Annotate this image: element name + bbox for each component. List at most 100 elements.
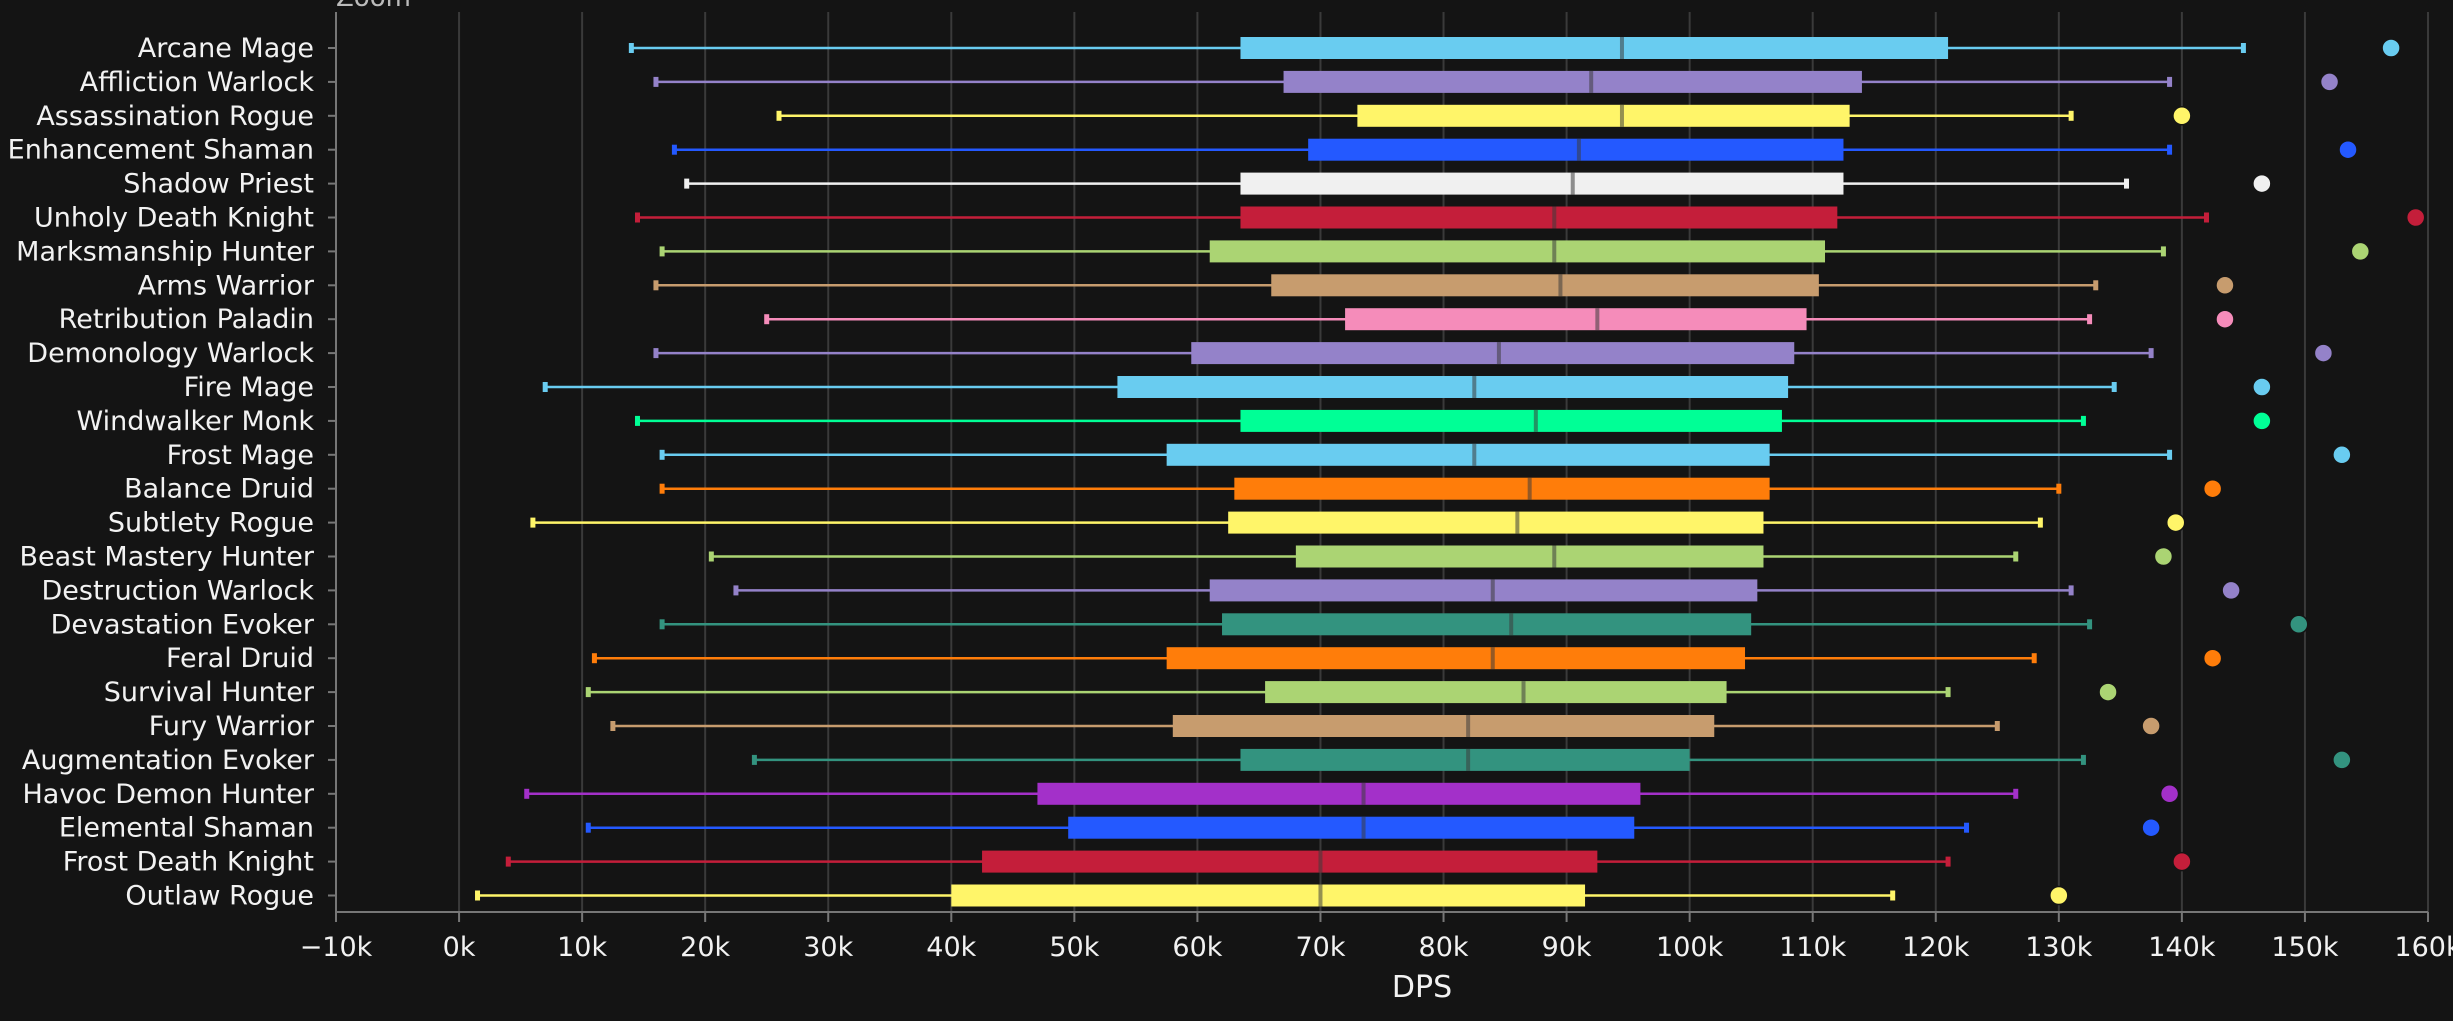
x-tick-label: 140k [2148, 932, 2216, 963]
median-mark [1576, 138, 1581, 161]
iqr-box [1166, 443, 1770, 466]
whisker-min-cap [530, 517, 536, 528]
whisker-min-cap [524, 788, 530, 799]
series-row [585, 816, 2161, 839]
top-value-dot [2141, 716, 2161, 736]
whisker-max-cap [2031, 653, 2037, 664]
series-row [542, 376, 2272, 398]
whisker-max-cap [2013, 788, 2019, 799]
median-mark [1515, 511, 1520, 534]
top-value-dot [2252, 377, 2272, 397]
whisker-min-cap [684, 178, 690, 189]
series-row [751, 748, 2352, 771]
whisker-max-cap [2068, 110, 2074, 121]
top-value-dot [2319, 72, 2340, 92]
whisker-max-cap [1890, 890, 1896, 901]
series-row [659, 613, 2309, 636]
whisker-min-cap [708, 551, 714, 562]
top-value-dot [2252, 173, 2272, 194]
median-mark [1619, 104, 1624, 127]
x-tick-label: 60k [1172, 932, 1222, 963]
iqr-box [1228, 511, 1764, 534]
whisker-min-cap [653, 76, 659, 87]
category-label: Balance Druid [124, 474, 314, 505]
x-tick-label: 40k [926, 932, 976, 963]
whisker-max-cap [2013, 551, 2019, 562]
whisker-min-cap [634, 212, 640, 223]
top-value-dot [2049, 885, 2069, 906]
top-value-dot [2153, 546, 2174, 567]
iqr-box [1265, 681, 1727, 704]
series-row [659, 240, 2371, 263]
top-value-dot [2172, 851, 2192, 872]
series-row [634, 409, 2272, 432]
whisker-min-cap [653, 348, 659, 359]
median-mark [1527, 477, 1532, 500]
whisker-max-cap [2160, 246, 2166, 257]
iqr-box [1117, 376, 1789, 398]
iqr-box [1345, 308, 1807, 331]
whisker-min-cap [659, 449, 665, 460]
category-label: Unholy Death Knight [34, 203, 314, 234]
series-row [659, 443, 2352, 466]
iqr-box [982, 850, 1598, 873]
whisker-max-cap [2056, 483, 2062, 494]
median-mark [1552, 240, 1557, 263]
top-value-dot [2313, 343, 2334, 363]
category-label: Frost Mage [167, 440, 314, 471]
series-row [659, 477, 2223, 500]
top-value-dot [2159, 784, 2180, 804]
whisker-min-cap [776, 110, 782, 121]
whisker-min-cap [628, 43, 634, 53]
whisker-max-cap [2087, 619, 2093, 630]
median-mark [1490, 579, 1495, 602]
whisker-min-cap [751, 754, 757, 765]
iqr-box [1191, 342, 1795, 365]
whisker-max-cap [2167, 144, 2173, 155]
category-label: Marksmanship Hunter [16, 236, 315, 267]
series-row [505, 850, 2192, 873]
series-row [524, 782, 2180, 805]
iqr-box [1357, 104, 1850, 127]
category-label: Survival Hunter [104, 677, 315, 708]
grid-lines [335, 12, 2429, 912]
series-row [475, 884, 2069, 907]
top-value-dot [2252, 411, 2272, 431]
x-tick-label: −10k [300, 932, 373, 963]
median-mark [1570, 172, 1575, 195]
x-tick-label: 10k [557, 932, 607, 963]
top-value-dot [2289, 614, 2309, 635]
whisker-min-cap [659, 483, 665, 494]
category-label: Elemental Shaman [59, 813, 314, 844]
iqr-box [1037, 782, 1641, 805]
median-mark [1361, 816, 1366, 839]
median-mark [1472, 443, 1477, 466]
top-value-dot [2405, 207, 2426, 228]
whisker-min-cap [671, 144, 677, 155]
series-row [634, 206, 2426, 229]
whisker-max-cap [1964, 822, 1970, 833]
whisker-max-cap [1994, 721, 2000, 731]
zoom-label[interactable]: Zoom [336, 0, 411, 13]
top-value-dot [2202, 648, 2223, 668]
median-mark [1521, 681, 1526, 704]
top-value-dot [2165, 512, 2186, 533]
series-row [733, 579, 2241, 602]
iqr-box [1308, 138, 1844, 161]
median-mark [1533, 409, 1538, 432]
top-value-dot [2215, 275, 2235, 296]
whisker-min-cap [542, 382, 548, 392]
axes: −10k 0k 10k 20k 30k 40k 50k 60k 70k 80k 90k 100k 110… [300, 12, 2453, 963]
median-mark [1466, 748, 1471, 771]
x-tick-label: 110k [1779, 932, 1847, 963]
x-tick-label: 160k [2394, 932, 2453, 963]
category-label: Arms Warrior [138, 270, 315, 301]
series-row [653, 70, 2340, 93]
whisker-max-cap [2037, 517, 2043, 528]
iqr-box [1240, 748, 1690, 771]
whisker-max-cap [2124, 178, 2130, 189]
median-mark [1595, 308, 1600, 331]
iqr-box [1222, 613, 1752, 636]
whisker-min-cap [659, 619, 665, 630]
